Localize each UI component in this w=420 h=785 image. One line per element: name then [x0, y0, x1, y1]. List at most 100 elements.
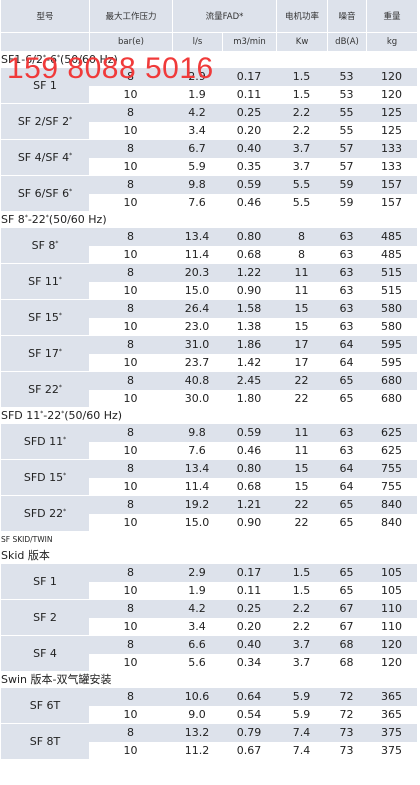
- table-row: 10 23.0 1.38 15 63 580: [1, 317, 418, 335]
- cell-flow-m3: 0.20: [222, 617, 277, 635]
- cell-pressure: 10: [89, 317, 172, 335]
- cell-pressure: 8: [89, 423, 172, 442]
- cell-flow-m3: 0.67: [222, 741, 277, 759]
- cell-flow-m3: 0.54: [222, 705, 277, 723]
- model-cell: SF 8*: [1, 227, 89, 263]
- model-cell: SF 15*: [1, 299, 89, 335]
- cell-noise: 73: [327, 741, 367, 759]
- cell-power: 7.4: [276, 723, 328, 742]
- cell-power: 3.7: [276, 653, 328, 671]
- cell-pressure: 8: [89, 103, 172, 122]
- cell-noise: 63: [327, 227, 367, 246]
- cell-noise: 73: [327, 723, 367, 742]
- cell-flow-ls: 40.8: [172, 371, 222, 390]
- cell-flow-m3: 0.79: [222, 723, 277, 742]
- cell-pressure: 8: [89, 599, 172, 618]
- cell-pressure: 10: [89, 441, 172, 459]
- cell-noise: 65: [327, 495, 367, 514]
- table-row: SF 4 8 6.6 0.40 3.7 68 120: [1, 635, 418, 671]
- table-row: 10 5.9 0.35 3.7 57 133: [1, 157, 418, 175]
- cell-weight: 365: [366, 705, 418, 723]
- unit-pressure: bar(e): [89, 33, 172, 51]
- cell-flow-m3: 0.68: [222, 477, 277, 495]
- table-row: SF 6T 8 10.6 0.64 5.9 72 365: [1, 687, 418, 723]
- footnote-mark: *: [58, 276, 62, 283]
- model-cell: SF 11*: [1, 263, 89, 299]
- cell-flow-ls: 23.7: [172, 353, 222, 371]
- spec-table-body: 型号 最大工作压力 流量FAD* 电机功率 噪音 重量 bar(e) l/s m…: [1, 0, 418, 759]
- cell-noise: 65: [327, 371, 367, 390]
- cell-noise: 57: [327, 139, 367, 158]
- cell-weight: 125: [366, 121, 418, 139]
- header-noise: 噪音: [327, 0, 367, 33]
- table-row: SFD 15* 8 13.4 0.80 15 64 755: [1, 459, 418, 495]
- table-row: 10 1.9 0.11 1.5 53 120: [1, 85, 418, 103]
- cell-noise: 63: [327, 317, 367, 335]
- unit-row: bar(e) l/s m3/min Kw dB(A) kg: [1, 33, 418, 51]
- footnote-mark: *: [40, 409, 44, 417]
- cell-flow-ls: 7.6: [172, 441, 222, 459]
- unit-noise: dB(A): [327, 33, 367, 51]
- cell-noise: 64: [327, 335, 367, 354]
- cell-flow-m3: 0.46: [222, 193, 277, 211]
- section-title: Swin 版本-双气罐安装: [1, 671, 418, 687]
- cell-pressure: 10: [89, 617, 172, 635]
- cell-weight: 120: [366, 653, 418, 671]
- cell-pressure: 8: [89, 635, 172, 654]
- cell-pressure: 8: [89, 459, 172, 478]
- footnote-mark: *: [58, 312, 62, 319]
- section-title: SF1-6/2*-6*(50/60 Hz): [1, 51, 418, 67]
- cell-power: 3.7: [276, 139, 328, 158]
- cell-weight: 580: [366, 299, 418, 318]
- cell-noise: 65: [327, 581, 367, 599]
- cell-power: 8: [276, 245, 328, 263]
- cell-flow-m3: 1.80: [222, 389, 277, 407]
- cell-power: 15: [276, 477, 328, 495]
- cell-power: 22: [276, 513, 328, 531]
- table-row: 10 7.6 0.46 5.5 59 157: [1, 193, 418, 211]
- cell-power: 11: [276, 423, 328, 442]
- table-row: SF 22* 8 40.8 2.45 22 65 680: [1, 371, 418, 407]
- cell-power: 15: [276, 299, 328, 318]
- section-title-row: Skid 版本: [1, 547, 418, 563]
- cell-weight: 515: [366, 263, 418, 282]
- table-row: 10 3.4 0.20 2.2 55 125: [1, 121, 418, 139]
- cell-flow-m3: 1.86: [222, 335, 277, 354]
- cell-flow-m3: 0.80: [222, 227, 277, 246]
- cell-power: 15: [276, 317, 328, 335]
- cell-noise: 65: [327, 513, 367, 531]
- cell-pressure: 8: [89, 227, 172, 246]
- cell-noise: 65: [327, 563, 367, 582]
- cell-flow-ls: 5.9: [172, 157, 222, 175]
- cell-power: 11: [276, 263, 328, 282]
- cell-noise: 63: [327, 281, 367, 299]
- cell-flow-m3: 0.40: [222, 139, 277, 158]
- cell-power: 1.5: [276, 563, 328, 582]
- cell-flow-ls: 15.0: [172, 513, 222, 531]
- table-row: SF 17* 8 31.0 1.86 17 64 595: [1, 335, 418, 371]
- model-cell: SF 6/SF 6*: [1, 175, 89, 211]
- cell-flow-m3: 0.80: [222, 459, 277, 478]
- cell-power: 5.9: [276, 687, 328, 706]
- cell-flow-m3: 0.90: [222, 281, 277, 299]
- cell-noise: 68: [327, 653, 367, 671]
- cell-pressure: 10: [89, 741, 172, 759]
- table-row: SF 2/SF 2* 8 4.2 0.25 2.2 55 125: [1, 103, 418, 139]
- cell-weight: 157: [366, 175, 418, 194]
- cell-noise: 59: [327, 193, 367, 211]
- cell-power: 5.9: [276, 705, 328, 723]
- cell-weight: 595: [366, 335, 418, 354]
- cell-noise: 64: [327, 477, 367, 495]
- table-row: 10 11.4 0.68 15 64 755: [1, 477, 418, 495]
- model-cell: SFD 22*: [1, 495, 89, 531]
- table-row: 10 3.4 0.20 2.2 67 110: [1, 617, 418, 635]
- cell-weight: 120: [366, 67, 418, 86]
- cell-weight: 680: [366, 371, 418, 390]
- cell-flow-ls: 23.0: [172, 317, 222, 335]
- cell-flow-ls: 5.6: [172, 653, 222, 671]
- cell-flow-m3: 0.59: [222, 175, 277, 194]
- unit-power: Kw: [276, 33, 328, 51]
- cell-pressure: 10: [89, 193, 172, 211]
- header-model: 型号: [1, 0, 89, 33]
- cell-pressure: 8: [89, 263, 172, 282]
